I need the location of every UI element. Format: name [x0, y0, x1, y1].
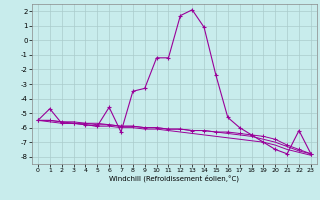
X-axis label: Windchill (Refroidissement éolien,°C): Windchill (Refroidissement éolien,°C): [109, 175, 239, 182]
